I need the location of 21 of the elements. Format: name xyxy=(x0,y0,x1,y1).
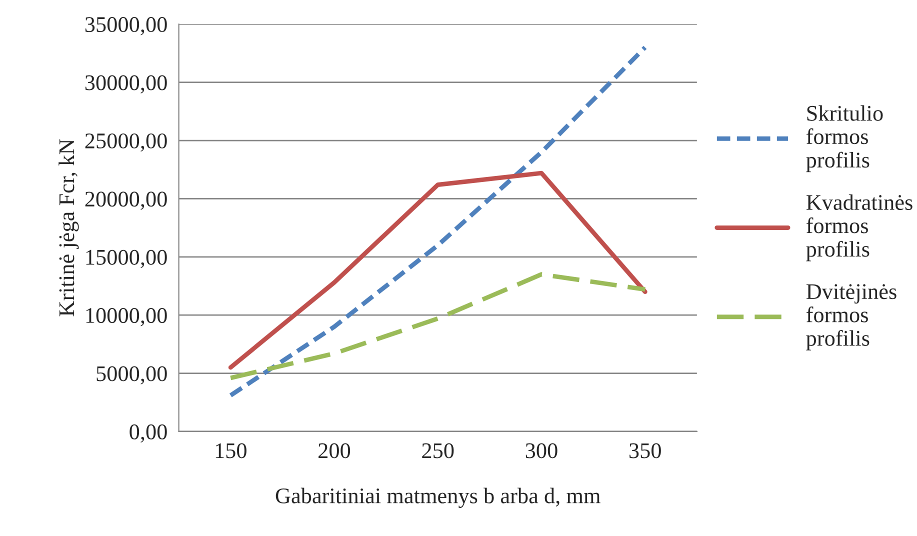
line-series xyxy=(228,272,648,380)
y-axis-title: Kritinė jėga Fcr, kN xyxy=(58,139,79,316)
y-tick-label: 5000,00 xyxy=(96,366,167,384)
x-tick-label: 200 xyxy=(318,443,350,458)
x-tick-label: 350 xyxy=(630,443,661,458)
y-tick-label: 30000,00 xyxy=(85,75,167,94)
y-tick-label: 0,00 xyxy=(130,424,167,443)
y-tick-label: 35000,00 xyxy=(85,17,167,36)
legend-label: Skritulio formos profilis xyxy=(806,105,883,172)
legend-label: Kvadratinės formos profilis xyxy=(806,194,912,262)
x-tick-label: 150 xyxy=(216,443,246,458)
line-series xyxy=(228,170,648,370)
x-tick-label: 300 xyxy=(526,443,558,458)
x-axis-title: Gabaritiniai matmenys b arba d, mm xyxy=(276,488,600,508)
y-tick-label: 10000,00 xyxy=(86,308,167,326)
line-series xyxy=(228,45,648,398)
legend-label: Dvitėjinės formos profilis xyxy=(806,284,896,350)
y-tick-label: 15000,00 xyxy=(86,250,167,268)
y-tick-label: 25000,00 xyxy=(85,133,167,152)
y-tick-label: 20000,00 xyxy=(85,192,167,210)
x-tick-label: 250 xyxy=(422,443,454,458)
